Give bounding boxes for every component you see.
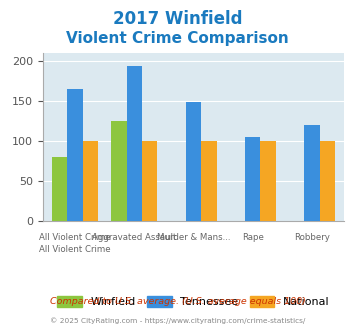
Text: 2017 Winfield: 2017 Winfield <box>113 10 242 28</box>
Text: Rape: Rape <box>242 233 263 242</box>
Text: Compared to U.S. average. (U.S. average equals 100): Compared to U.S. average. (U.S. average … <box>50 297 305 306</box>
Bar <box>67 89 83 221</box>
Bar <box>83 141 98 221</box>
Bar <box>127 66 142 221</box>
Text: All Violent Crime: All Violent Crime <box>39 233 111 242</box>
Bar <box>304 125 320 221</box>
Bar <box>142 141 157 221</box>
Bar <box>320 141 335 221</box>
Bar <box>52 157 67 221</box>
Bar <box>245 137 260 221</box>
Text: Murder & Mans...: Murder & Mans... <box>157 233 230 242</box>
Bar <box>111 121 127 221</box>
Bar <box>186 103 201 221</box>
Text: Robbery: Robbery <box>294 233 330 242</box>
Text: © 2025 CityRating.com - https://www.cityrating.com/crime-statistics/: © 2025 CityRating.com - https://www.city… <box>50 317 305 324</box>
Text: Aggravated Assault: Aggravated Assault <box>92 233 176 242</box>
Text: Violent Crime Comparison: Violent Crime Comparison <box>66 31 289 46</box>
Legend: Winfield, Tennessee, National: Winfield, Tennessee, National <box>52 291 335 313</box>
Text: All Violent Crime: All Violent Crime <box>39 245 111 254</box>
Bar <box>201 141 217 221</box>
Bar <box>260 141 276 221</box>
